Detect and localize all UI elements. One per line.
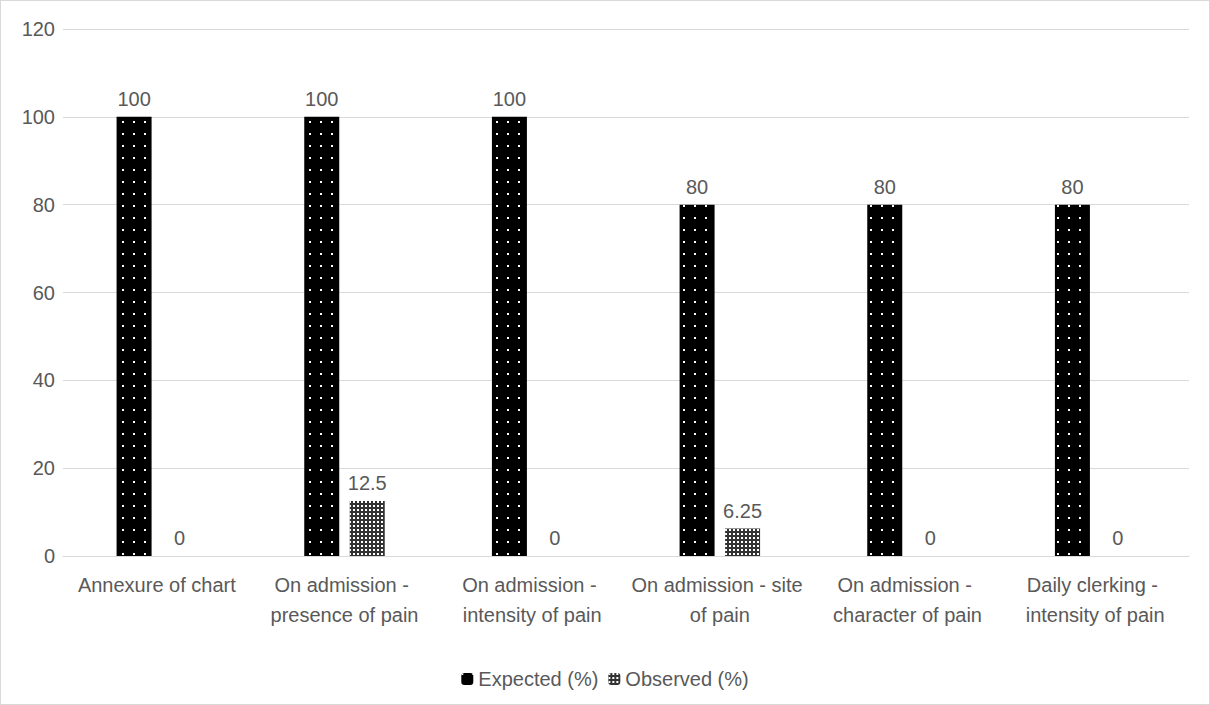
svg-text:character of pain: character of pain [833,604,982,626]
svg-text:0: 0 [925,527,936,549]
svg-text:12.5: 12.5 [348,472,387,494]
svg-text:0: 0 [44,545,55,567]
svg-text:100: 100 [305,88,338,110]
svg-text:intensity of pain: intensity of pain [1026,604,1165,626]
svg-text:80: 80 [686,176,708,198]
svg-text:intensity of pain: intensity of pain [463,604,602,626]
svg-text:0: 0 [1112,527,1123,549]
svg-text:of pain: of pain [690,604,750,626]
svg-text:80: 80 [33,194,55,216]
svg-text:40: 40 [33,369,55,391]
svg-text:6.25: 6.25 [723,500,762,522]
svg-text:Daily clerking -: Daily clerking - [1027,574,1164,596]
svg-text:100: 100 [493,88,526,110]
svg-text:60: 60 [33,282,55,304]
svg-text:On admission -: On admission - [837,574,977,596]
svg-text:100: 100 [117,88,150,110]
svg-text:80: 80 [1061,176,1083,198]
svg-text:0: 0 [174,527,185,549]
svg-text:Expected (%): Expected (%) [478,668,598,690]
svg-text:0: 0 [549,527,560,549]
svg-text:Observed (%): Observed (%) [625,668,748,690]
svg-text:120: 120 [22,18,55,40]
svg-text:On admission -: On admission - [274,574,414,596]
svg-text:On admission - site: On admission - site [631,574,808,596]
svg-text:Annexure of chart: Annexure of chart [78,574,236,596]
svg-text:presence of pain: presence of pain [271,604,419,626]
svg-text:80: 80 [874,176,896,198]
svg-text:On admission -: On admission - [462,574,602,596]
svg-text:100: 100 [22,106,55,128]
svg-text:20: 20 [33,457,55,479]
